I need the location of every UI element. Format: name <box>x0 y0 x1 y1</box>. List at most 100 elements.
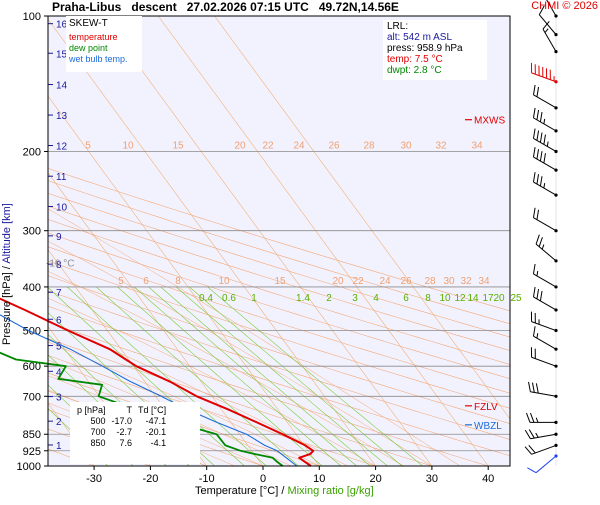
mixing-ratio-label: 2 <box>326 293 332 304</box>
copyright: CHMI © 2026 <box>531 0 598 12</box>
altitude-tick-label: 2 <box>56 417 62 428</box>
wind-barb-dot <box>554 193 557 196</box>
adiabat-label: 30 <box>400 140 412 151</box>
y-tick-label: 700 <box>23 391 41 403</box>
y-axis-label-separator: / <box>1 266 13 269</box>
mixing-ratio-label: 17 <box>482 293 494 304</box>
lrl-title: LRL: <box>387 21 483 32</box>
adiabat-label: 30 <box>443 276 455 287</box>
adiabat-label: 24 <box>293 140 305 151</box>
altitude-tick-label: 11 <box>56 172 67 183</box>
mixing-ratio-label: 4 <box>373 293 379 304</box>
wind-barb-dot <box>554 285 557 288</box>
y-tick-label: 850 <box>23 429 41 441</box>
table-cell: 700 <box>74 427 109 438</box>
y-tick-label: 100 <box>23 11 41 23</box>
wind-barb-dot <box>554 433 557 436</box>
wind-barb-dot <box>554 395 557 398</box>
lrl-altitude: alt: 542 m ASL <box>387 32 483 43</box>
table-row: 700 -2.7 -20.1 <box>74 427 169 438</box>
legend-item-wet-bulb: wet bulb temp. <box>69 54 139 65</box>
adiabat-label: 22 <box>352 276 364 287</box>
wind-barb-dot <box>554 259 557 262</box>
adiabat-label: 10 <box>218 276 230 287</box>
wind-barb-dot <box>554 33 557 36</box>
x-tick-label: -20 <box>142 473 158 485</box>
y-tick-label: 400 <box>23 282 41 294</box>
altitude-tick-label: 9 <box>56 232 62 243</box>
altitude-tick-label: 3 <box>56 393 62 404</box>
table-cell: -17.0 <box>109 416 136 427</box>
lrl-info: LRL: alt: 542 m ASL press: 958.9 hPa tem… <box>383 20 487 80</box>
mixing-ratio-label: 1.4 <box>296 293 310 304</box>
sounding-datetime: 27.02.2026 07:15 UTC <box>187 0 309 14</box>
mixing-ratio-label: 0.6 <box>222 293 236 304</box>
level-table: p [hPa] T Td [°C] 500 -17.0 -47.1 700 -2… <box>70 402 200 464</box>
adiabat-label: 8 <box>175 276 181 287</box>
lrl-pressure: press: 958.9 hPa <box>387 43 483 54</box>
mixing-ratio-label: 12 <box>454 293 466 304</box>
lrl-temperature: temp: 7.5 °C <box>387 54 483 65</box>
isotherm-label: -10 °C <box>46 258 74 269</box>
altitude-tick-label: 12 <box>56 142 68 153</box>
wind-barb-dot <box>554 444 557 447</box>
table-cell: -4.1 <box>135 438 169 449</box>
legend: SKEW-T temperature dew point wet bulb te… <box>66 16 142 72</box>
mixing-ratio-label: 25 <box>510 293 522 304</box>
adiabat-label: 32 <box>460 276 472 287</box>
table-header: T <box>109 405 136 416</box>
adiabat-label: 26 <box>328 140 340 151</box>
wind-barb-dot <box>554 150 557 153</box>
table-header-row: p [hPa] T Td [°C] <box>74 405 169 416</box>
sounding-mode: descent <box>131 0 176 14</box>
adiabat-label: 32 <box>435 140 447 151</box>
altitude-tick-label: 7 <box>56 288 62 299</box>
wind-barb-dot <box>554 106 557 109</box>
table-cell: -20.1 <box>135 427 169 438</box>
wind-barb-dot <box>554 14 557 17</box>
table-cell: -47.1 <box>135 416 169 427</box>
station-coords: 49.72N,14.56E <box>319 0 399 14</box>
adiabat-label: 20 <box>332 276 344 287</box>
table-header: Td [°C] <box>135 405 169 416</box>
y-tick-label: 300 <box>23 226 41 238</box>
adiabat-label: 34 <box>471 140 483 151</box>
chart-header: Praha-Libus descent 27.02.2026 07:15 UTC… <box>52 0 399 14</box>
x-tick-label: 30 <box>426 473 438 485</box>
wind-barb-dot <box>554 80 557 83</box>
x-tick-label: 10 <box>313 473 325 485</box>
wind-barb-dot <box>554 168 557 171</box>
wind-barb-dot <box>554 329 557 332</box>
wind-barb-dot <box>554 454 557 457</box>
adiabat-label: 5 <box>85 140 91 151</box>
plot-background <box>48 16 510 466</box>
legend-item-temperature: temperature <box>69 32 139 43</box>
table-row: 850 7.6 -4.1 <box>74 438 169 449</box>
wind-barb-dot <box>554 308 557 311</box>
wind-barb-dot <box>554 229 557 232</box>
wind-barb-flag <box>527 468 536 473</box>
x-axis-label-separator: / <box>281 485 284 497</box>
y-axis-label-pressure: Pressure [hPa] <box>1 272 13 345</box>
table-cell: 850 <box>74 438 109 449</box>
table-cell: -2.7 <box>109 427 136 438</box>
x-tick-label: -10 <box>199 473 215 485</box>
x-tick-label: 40 <box>482 473 494 485</box>
mixing-ratio-label: 14 <box>467 293 479 304</box>
adiabat-label: 24 <box>379 276 391 287</box>
mixing-ratio-label: 3 <box>352 293 358 304</box>
wind-barb-dot <box>554 348 557 351</box>
altitude-tick-label: 13 <box>56 111 68 122</box>
mixing-ratio-label: 8 <box>425 293 431 304</box>
x-tick-label: 20 <box>369 473 381 485</box>
altitude-tick-label: 10 <box>56 202 68 213</box>
y-tick-label: 200 <box>23 146 41 158</box>
table-header: p [hPa] <box>74 405 109 416</box>
wind-panel-background <box>510 16 600 466</box>
legend-item-dew-point: dew point <box>69 43 139 54</box>
x-axis-title: Temperature [°C] / Mixing ratio [g/kg] <box>195 485 374 497</box>
y-tick-label: 1000 <box>17 461 41 473</box>
wind-barb-dot <box>554 129 557 132</box>
adiabat-label: 26 <box>400 276 412 287</box>
